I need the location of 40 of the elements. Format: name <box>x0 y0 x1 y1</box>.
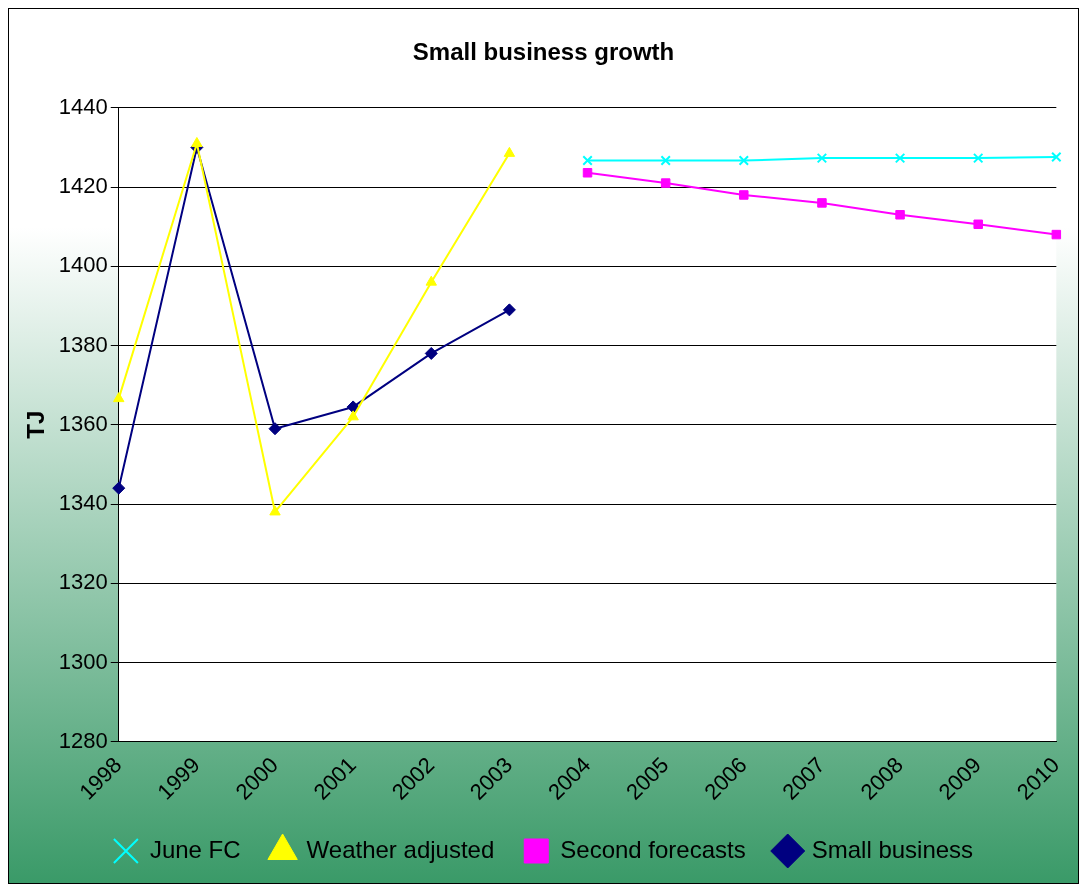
point <box>1051 229 1062 240</box>
point <box>895 210 905 220</box>
legend-label: Second forecasts <box>560 835 746 863</box>
point <box>660 155 671 166</box>
point <box>894 152 906 164</box>
point <box>817 198 827 208</box>
point <box>502 303 516 317</box>
point <box>582 168 593 178</box>
point <box>112 481 126 495</box>
point <box>268 422 282 436</box>
point <box>503 146 516 157</box>
y-tick-label: 1320 <box>58 569 108 595</box>
point <box>739 190 749 200</box>
y-tick-label: 1400 <box>58 252 108 278</box>
chart-title: Small business growth <box>412 38 675 66</box>
y-tick-label: 1420 <box>58 173 108 199</box>
point <box>582 155 593 166</box>
point <box>738 155 750 166</box>
point <box>973 219 983 230</box>
point <box>424 346 438 360</box>
point <box>1051 151 1062 163</box>
point <box>113 392 125 403</box>
y-tick-label: 1280 <box>58 727 108 753</box>
y-tick-label: 1440 <box>58 93 108 119</box>
y-tick-label: 1360 <box>58 410 108 436</box>
y-tick-label: 1380 <box>58 331 108 357</box>
point <box>816 152 828 164</box>
legend-label: Small business <box>811 835 974 863</box>
point <box>425 275 437 286</box>
y-tick-label: 1300 <box>58 648 108 674</box>
point <box>269 505 281 516</box>
point <box>972 152 984 164</box>
point <box>191 136 203 147</box>
point <box>347 410 359 421</box>
legend-label: Weather adjusted <box>306 835 495 863</box>
y-tick-label: 1340 <box>58 490 108 516</box>
point <box>660 178 671 188</box>
point <box>346 400 360 414</box>
y-axis-title: TJ <box>22 410 50 439</box>
legend-label: June FC <box>149 835 241 863</box>
